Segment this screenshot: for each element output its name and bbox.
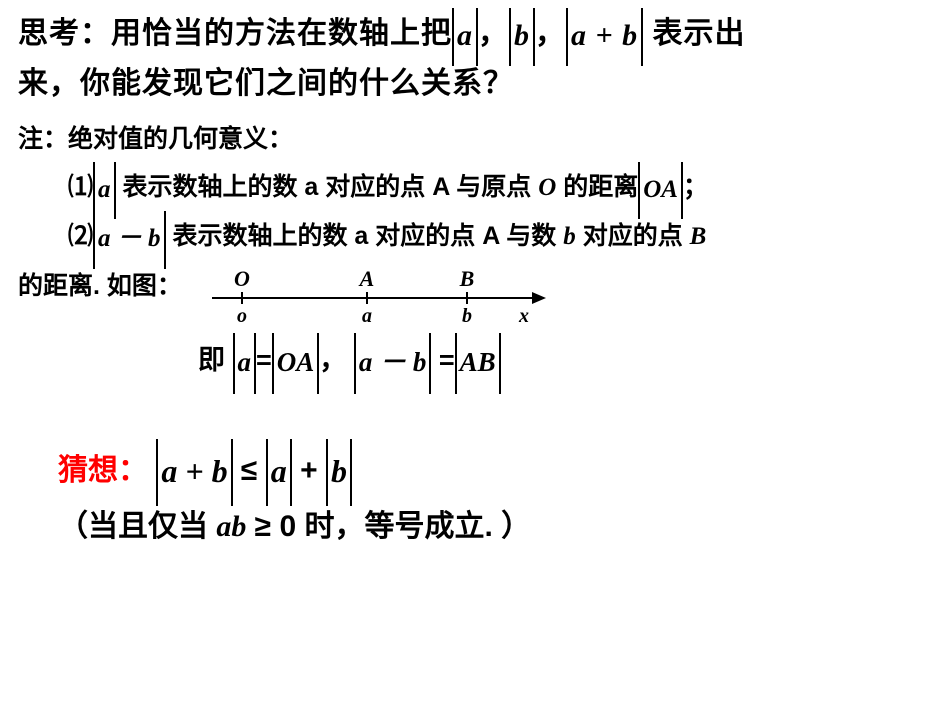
- abs-a: a: [452, 12, 478, 60]
- note2-mid: 表示数轴上的数 a 对应的点 A 与数: [166, 222, 564, 250]
- conjecture-label: 猜想：: [58, 454, 148, 487]
- note1-end: ；: [683, 173, 708, 201]
- note3: 的距离. 如图：: [18, 263, 182, 311]
- cond-post: 时，等号成立. ）: [296, 510, 531, 543]
- note-block: 注：绝对值的几何意义： ⑴a 表示数轴上的数 a 对应的点 A 与原点 O 的距…: [18, 116, 932, 388]
- note1-mid: 表示数轴上的数 a 对应的点 A 与原点: [116, 173, 539, 201]
- title-line-2: 来，你能发现它们之间的什么关系？: [18, 67, 514, 100]
- note2-mid2: 对应的点: [576, 222, 690, 250]
- svg-text:a: a: [362, 305, 372, 327]
- eq-abs-a: a: [233, 337, 257, 388]
- svg-text:o: o: [237, 305, 247, 327]
- note1-abs-a: a: [93, 166, 116, 214]
- cond-ge: ≥ 0: [246, 510, 296, 543]
- conj-r1: a: [266, 443, 292, 501]
- title-text-1: 思考：用恰当的方法在数轴上把: [18, 17, 452, 50]
- svg-text:A: A: [358, 266, 375, 291]
- note2-num: ⑵: [68, 222, 93, 250]
- eq-abs-OA: OA: [272, 337, 320, 388]
- conj-plus: +: [292, 454, 326, 487]
- note2-b: b: [563, 223, 576, 250]
- svg-text:x: x: [518, 305, 529, 327]
- eq-eq1: =: [256, 345, 272, 375]
- conj-le: ≤: [241, 454, 257, 487]
- diagram-row: 的距离. 如图： Oo Aa Bb x: [18, 263, 932, 333]
- note-header: 注：绝对值的几何意义：: [18, 116, 932, 164]
- note-item-1: ⑴a 表示数轴上的数 a 对应的点 A 与原点 O 的距离OA；: [68, 164, 932, 214]
- conjecture-line-1: 猜想： a + b ≤ a + b: [58, 443, 932, 501]
- note-item-2: ⑵a － b 表示数轴上的数 a 对应的点 A 与数 b 对应的点 B: [68, 213, 932, 263]
- svg-text:B: B: [459, 266, 475, 291]
- sep-2: ，: [535, 17, 566, 50]
- eq-comma: ，: [319, 345, 354, 375]
- title: 思考：用恰当的方法在数轴上把a，b，a + b 表示出 来，你能发现它们之间的什…: [18, 10, 932, 108]
- eq-abs-AB: AB: [455, 337, 501, 388]
- equation-line: 即 a=OA， a － b =AB: [198, 335, 932, 388]
- svg-text:O: O: [234, 266, 250, 291]
- conj-lhs: a + b: [156, 443, 232, 501]
- note1-O: O: [538, 174, 556, 201]
- note1-num: ⑴: [68, 173, 93, 201]
- conj-r2: b: [326, 443, 352, 501]
- number-line-diagram: Oo Aa Bb x: [202, 263, 552, 333]
- conjecture-block: 猜想： a + b ≤ a + b （当且仅当 ab ≥ 0 时，等号成立. ）: [58, 443, 932, 555]
- sep-1: ，: [478, 17, 509, 50]
- eq-eq2: =: [431, 345, 454, 375]
- note1-abs-OA: OA: [638, 166, 683, 214]
- cond-ab: ab: [216, 510, 246, 543]
- note2-B: B: [690, 223, 707, 250]
- abs-b: b: [509, 12, 535, 60]
- svg-text:b: b: [462, 305, 472, 327]
- slide: 思考：用恰当的方法在数轴上把a，b，a + b 表示出 来，你能发现它们之间的什…: [0, 0, 950, 713]
- conjecture-line-2: （当且仅当 ab ≥ 0 时，等号成立. ）: [58, 500, 932, 554]
- note2-abs-a-b: a － b: [93, 215, 166, 263]
- eq-pre: 即: [198, 345, 233, 375]
- abs-a-plus-b: a + b: [566, 12, 643, 60]
- title-text-2: 表示出: [643, 17, 745, 50]
- cond-pre: （当且仅当: [58, 510, 216, 543]
- eq-abs-ab: a － b: [354, 337, 432, 388]
- note1-mid2: 的距离: [556, 173, 638, 201]
